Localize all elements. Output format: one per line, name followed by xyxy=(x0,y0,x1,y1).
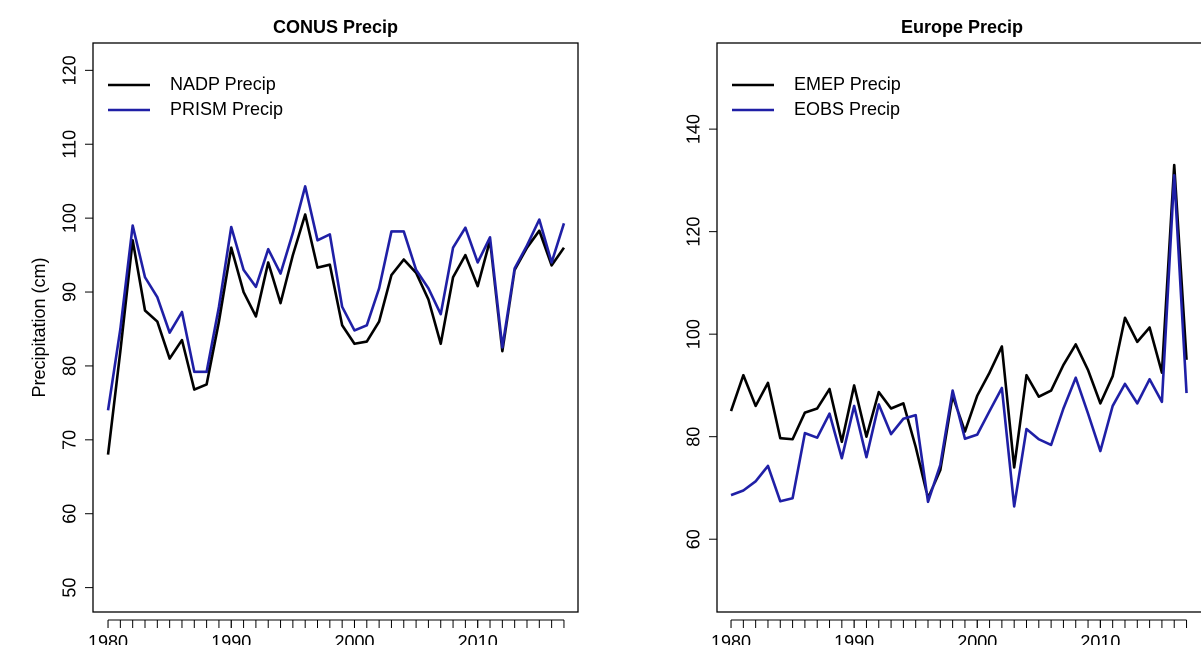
series-line xyxy=(106,185,566,411)
chart-title: Europe Precip xyxy=(901,17,1023,37)
y-tick-label: 70 xyxy=(60,430,80,450)
x-tick-label: 2000 xyxy=(334,632,374,645)
y-tick-label: 60 xyxy=(684,529,704,549)
legend-label: NADP Precip xyxy=(170,74,276,94)
y-tick-label: 80 xyxy=(684,427,704,447)
x-tick-label: 2000 xyxy=(957,632,997,645)
x-tick-label: 1990 xyxy=(834,632,874,645)
y-tick-label: 60 xyxy=(60,504,80,524)
x-tick-label: 1980 xyxy=(88,632,128,645)
x-tick-label: 1990 xyxy=(211,632,251,645)
y-tick-label: 110 xyxy=(60,130,80,159)
plot-box xyxy=(716,42,1201,613)
chart-title: CONUS Precip xyxy=(273,17,398,37)
y-tick-label: 50 xyxy=(60,578,80,598)
series-line xyxy=(729,163,1188,500)
y-tick-label: 100 xyxy=(684,319,704,349)
legend-label: EOBS Precip xyxy=(794,99,900,119)
x-tick-label: 2010 xyxy=(1080,632,1120,645)
series-line xyxy=(106,213,566,455)
y-axis-label: Precipitation (cm) xyxy=(29,257,49,397)
x-tick-label: 1980 xyxy=(711,632,751,645)
series-line xyxy=(730,173,1188,508)
y-tick-label: 120 xyxy=(684,217,704,247)
y-tick-label: 90 xyxy=(60,282,80,302)
y-tick-label: 80 xyxy=(60,356,80,376)
x-tick-label: 2010 xyxy=(458,632,498,645)
y-tick-label: 120 xyxy=(60,55,80,85)
legend-label: EMEP Precip xyxy=(794,74,901,94)
y-tick-label: 140 xyxy=(684,114,704,144)
legend-label: PRISM Precip xyxy=(170,99,283,119)
y-tick-label: 100 xyxy=(60,203,80,233)
